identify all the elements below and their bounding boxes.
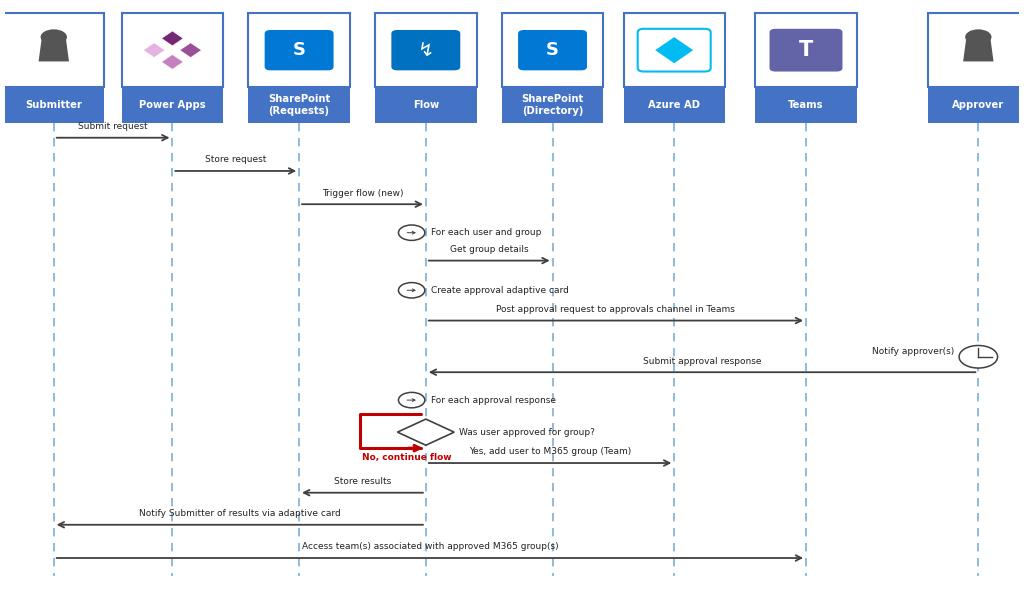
FancyBboxPatch shape	[624, 87, 725, 123]
Text: Trigger flow (new): Trigger flow (new)	[322, 189, 403, 198]
Text: Notify approver(s): Notify approver(s)	[871, 347, 954, 356]
FancyBboxPatch shape	[769, 29, 843, 72]
Text: Approver: Approver	[952, 100, 1005, 110]
Text: Submit request: Submit request	[78, 122, 147, 131]
Circle shape	[966, 29, 991, 45]
FancyBboxPatch shape	[756, 13, 857, 87]
FancyBboxPatch shape	[3, 87, 104, 123]
FancyBboxPatch shape	[391, 30, 461, 70]
Text: SharePoint
(Requests): SharePoint (Requests)	[268, 94, 330, 116]
Polygon shape	[179, 43, 202, 58]
Text: S: S	[293, 41, 305, 59]
Circle shape	[959, 346, 997, 368]
FancyBboxPatch shape	[928, 13, 1024, 87]
Text: Yes, add user to M365 group (Team): Yes, add user to M365 group (Team)	[469, 448, 631, 457]
FancyBboxPatch shape	[624, 13, 725, 87]
FancyBboxPatch shape	[928, 87, 1024, 123]
FancyBboxPatch shape	[264, 30, 334, 70]
Text: Azure AD: Azure AD	[648, 100, 700, 110]
Text: No, continue flow: No, continue flow	[361, 453, 452, 462]
Text: Flow: Flow	[413, 100, 439, 110]
FancyBboxPatch shape	[3, 13, 104, 87]
Text: Create approval adaptive card: Create approval adaptive card	[431, 286, 568, 295]
Polygon shape	[655, 37, 693, 63]
Text: T: T	[799, 40, 813, 60]
Text: Store request: Store request	[205, 156, 266, 164]
Text: S: S	[546, 41, 559, 59]
Text: ↯: ↯	[418, 41, 434, 60]
FancyBboxPatch shape	[638, 29, 711, 72]
Polygon shape	[39, 39, 69, 61]
FancyBboxPatch shape	[518, 30, 587, 70]
Text: Get group details: Get group details	[450, 245, 528, 254]
Circle shape	[398, 392, 425, 408]
Text: Notify Submitter of results via adaptive card: Notify Submitter of results via adaptive…	[139, 509, 341, 519]
Circle shape	[398, 225, 425, 240]
FancyBboxPatch shape	[375, 87, 476, 123]
Text: Submit approval response: Submit approval response	[643, 356, 761, 366]
Text: For each user and group: For each user and group	[431, 228, 542, 237]
FancyBboxPatch shape	[122, 87, 223, 123]
Text: Was user approved for group?: Was user approved for group?	[460, 428, 595, 437]
Text: Teams: Teams	[788, 100, 823, 110]
Polygon shape	[162, 54, 183, 69]
Text: Post approval request to approvals channel in Teams: Post approval request to approvals chann…	[497, 305, 735, 314]
Text: Store results: Store results	[334, 477, 391, 486]
Circle shape	[398, 283, 425, 298]
FancyBboxPatch shape	[502, 87, 603, 123]
Polygon shape	[143, 43, 165, 58]
Polygon shape	[162, 31, 183, 46]
Text: For each approval response: For each approval response	[431, 396, 556, 405]
Text: SharePoint
(Directory): SharePoint (Directory)	[521, 94, 584, 116]
FancyBboxPatch shape	[249, 13, 350, 87]
Text: Power Apps: Power Apps	[139, 100, 206, 110]
Circle shape	[41, 29, 67, 45]
FancyBboxPatch shape	[756, 87, 857, 123]
Text: Access team(s) associated with approved M365 group(s): Access team(s) associated with approved …	[302, 542, 558, 551]
Text: Submitter: Submitter	[26, 100, 82, 110]
FancyBboxPatch shape	[249, 87, 350, 123]
FancyBboxPatch shape	[122, 13, 223, 87]
Polygon shape	[397, 419, 455, 445]
Polygon shape	[964, 39, 993, 61]
FancyBboxPatch shape	[375, 13, 476, 87]
FancyBboxPatch shape	[502, 13, 603, 87]
